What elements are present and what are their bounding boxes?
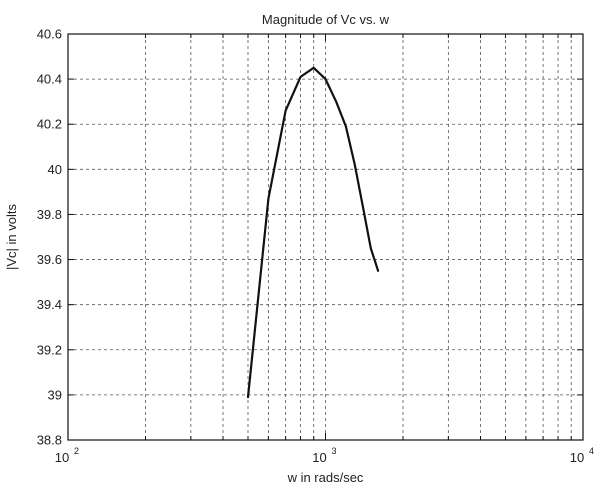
x-tick-label: 10	[570, 450, 584, 465]
x-axis-label: w in rads/sec	[287, 470, 364, 485]
y-tick-label: 40.2	[37, 117, 62, 132]
chart-title: Magnitude of Vc vs. w	[262, 12, 390, 27]
y-tick-label: 39	[48, 387, 62, 402]
y-tick-label: 39.8	[37, 207, 62, 222]
y-tick-label: 40	[48, 162, 62, 177]
y-tick-label: 40.6	[37, 27, 62, 42]
y-tick-label: 40.4	[37, 72, 62, 87]
x-tick-label-exponent: 3	[332, 446, 337, 456]
x-tick-label-exponent: 4	[589, 446, 594, 456]
x-tick-label: 10	[55, 450, 69, 465]
axis-ticks	[67, 33, 583, 441]
series-line	[246, 66, 380, 399]
x-tick-label-exponent: 2	[74, 446, 79, 456]
y-axis-label: |Vc| in volts	[4, 204, 19, 270]
y-tick-label: 38.8	[37, 433, 62, 448]
x-tick-label: 10	[312, 450, 326, 465]
y-tick-label: 39.4	[37, 297, 62, 312]
grid	[68, 34, 583, 440]
y-tick-label: 39.2	[37, 342, 62, 357]
y-tick-label: 39.6	[37, 252, 62, 267]
series-group	[246, 66, 380, 399]
